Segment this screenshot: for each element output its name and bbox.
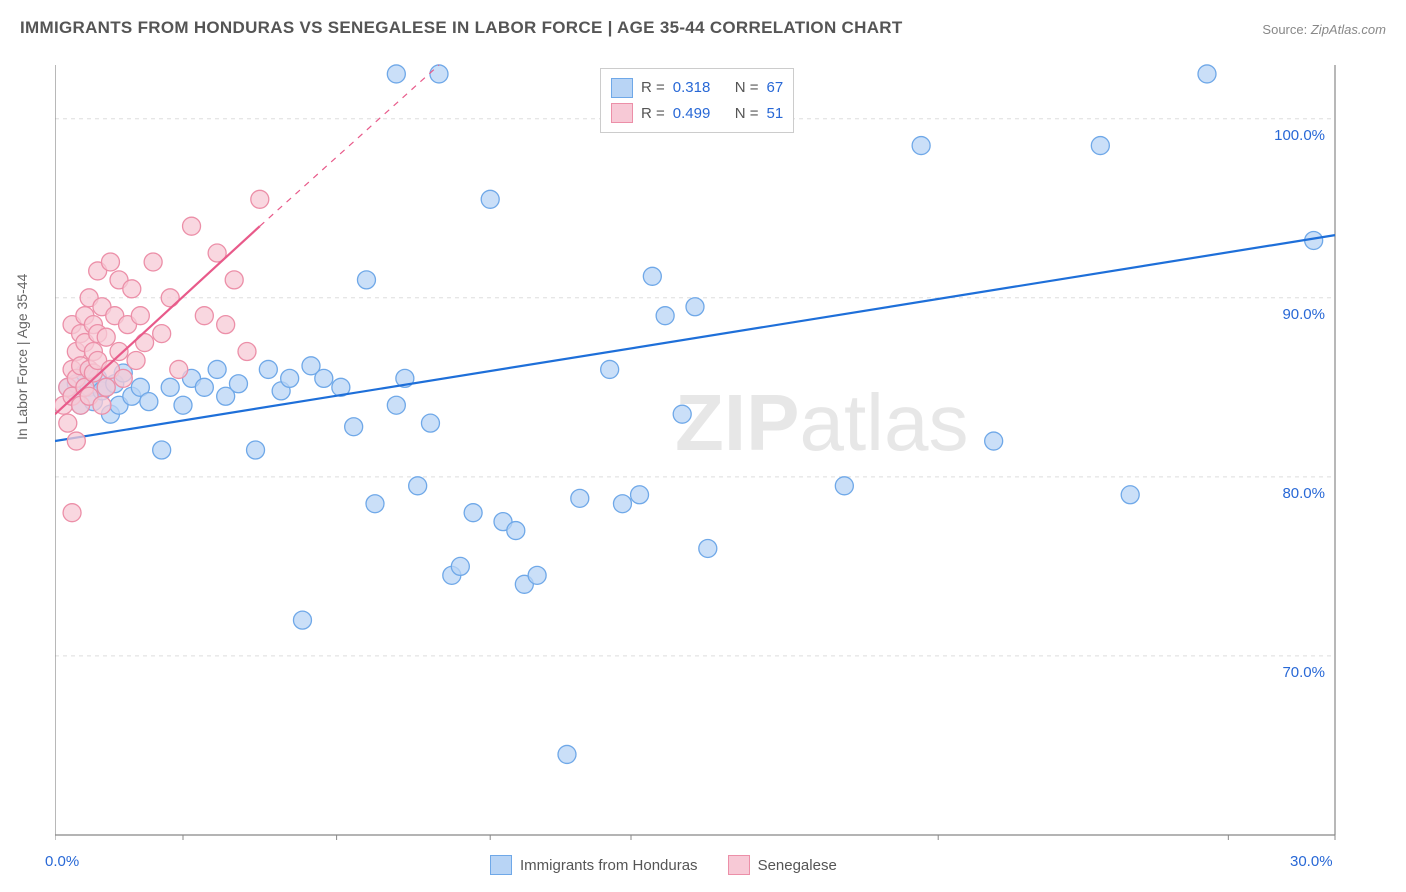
legend-r-label: R =: [641, 101, 665, 127]
chart-title: IMMIGRANTS FROM HONDURAS VS SENEGALESE I…: [20, 18, 903, 38]
source-label: Source:: [1262, 22, 1307, 37]
legend-series-name: Immigrants from Honduras: [520, 857, 698, 874]
y-tick-label: 70.0%: [1265, 664, 1325, 681]
legend-swatch: [728, 855, 750, 875]
legend-r-label: R =: [641, 75, 665, 101]
legend-n-label: N =: [735, 101, 759, 127]
legend-item: Immigrants from Honduras: [490, 855, 698, 875]
scatter-chart-svg: ZIPatlas: [55, 50, 1385, 840]
correlation-legend: R = 0.318 N = 67 R = 0.499 N = 51: [600, 68, 794, 133]
series-legend: Immigrants from Honduras Senegalese: [490, 855, 837, 875]
y-tick-label: 80.0%: [1265, 485, 1325, 502]
x-tick-label: 0.0%: [45, 853, 79, 870]
y-tick-label: 100.0%: [1265, 127, 1325, 144]
source-attribution: Source: ZipAtlas.com: [1262, 22, 1386, 37]
legend-n-value: 51: [767, 101, 784, 127]
legend-row: R = 0.318 N = 67: [611, 75, 783, 101]
legend-series-name: Senegalese: [758, 857, 837, 874]
legend-n-label: N =: [735, 75, 759, 101]
legend-swatch: [611, 78, 633, 98]
x-tick-label: 30.0%: [1290, 853, 1333, 870]
legend-swatch: [490, 855, 512, 875]
y-axis-label: In Labor Force | Age 35-44: [14, 274, 30, 440]
source-value: ZipAtlas.com: [1311, 22, 1386, 37]
y-tick-label: 90.0%: [1265, 306, 1325, 323]
legend-row: R = 0.499 N = 51: [611, 101, 783, 127]
legend-r-value: 0.318: [673, 75, 727, 101]
legend-n-value: 67: [767, 75, 784, 101]
legend-swatch: [611, 103, 633, 123]
legend-item: Senegalese: [728, 855, 837, 875]
legend-r-value: 0.499: [673, 101, 727, 127]
chart-area: ZIPatlas: [55, 50, 1385, 840]
svg-text:ZIPatlas: ZIPatlas: [675, 378, 968, 467]
